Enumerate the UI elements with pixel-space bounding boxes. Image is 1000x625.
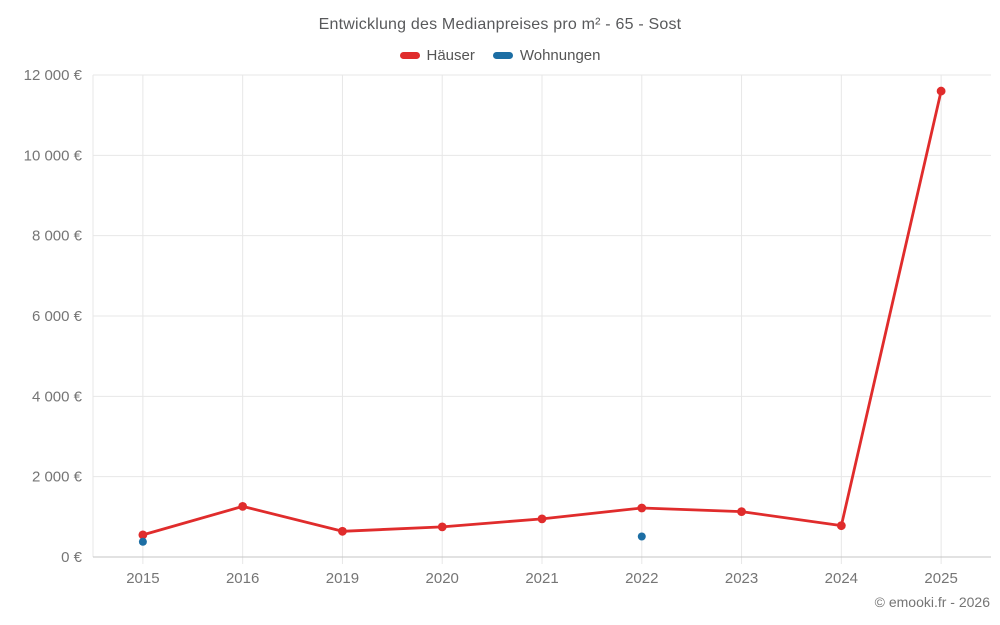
x-tick-label: 2019 <box>326 570 359 587</box>
x-tick-label: 2020 <box>426 570 459 587</box>
x-tick-label: 2021 <box>525 570 558 587</box>
data-point <box>637 503 647 513</box>
legend-item-haeuser[interactable]: Häuser <box>399 47 475 64</box>
data-point <box>138 530 148 540</box>
legend-label-haeuser: Häuser <box>426 47 475 64</box>
x-tick-label: 2022 <box>625 570 658 587</box>
x-tick-label: 2023 <box>725 570 758 587</box>
legend-swatch-haeuser-icon <box>399 52 420 59</box>
legend-swatch-wohnungen-icon <box>492 52 513 59</box>
data-point <box>537 514 547 524</box>
copyright-text: © emooki.fr - 2026 <box>874 594 990 610</box>
x-tick-label: 2025 <box>924 570 957 587</box>
data-point <box>936 86 946 96</box>
y-tick-label: 10 000 € <box>24 147 83 164</box>
chart-title: Entwicklung des Medianpreises pro m² - 6… <box>318 16 682 33</box>
data-point <box>737 507 746 517</box>
legend-label-wohnungen: Wohnungen <box>519 47 601 64</box>
y-tick-label: 6 000 € <box>32 308 83 325</box>
legend-item-wohnungen[interactable]: Wohnungen <box>492 47 601 64</box>
x-tick-label: 2024 <box>825 570 858 587</box>
y-tick-label: 12 000 € <box>24 67 83 84</box>
y-tick-label: 8 000 € <box>32 228 83 245</box>
y-tick-label: 2 000 € <box>32 469 83 486</box>
y-tick-label: 0 € <box>61 549 83 566</box>
data-point <box>138 537 147 546</box>
data-point <box>836 521 846 531</box>
legend: Häuser Wohnungen <box>0 47 1000 64</box>
data-point <box>437 522 447 532</box>
x-tick-label: 2015 <box>126 570 159 587</box>
data-point <box>338 526 347 536</box>
data-point <box>238 501 248 511</box>
x-tick-label: 2016 <box>226 570 259 587</box>
y-tick-label: 4 000 € <box>32 388 83 405</box>
data-point <box>637 532 646 541</box>
